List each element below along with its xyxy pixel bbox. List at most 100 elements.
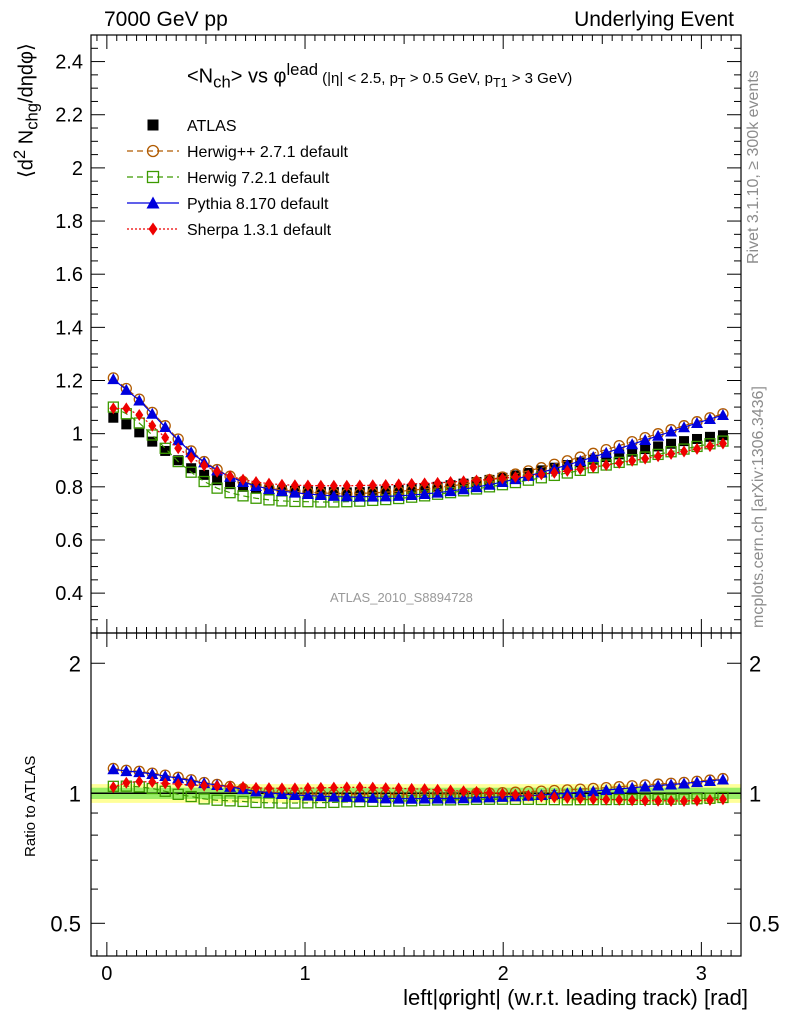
series-line bbox=[112, 377, 724, 495]
data-point bbox=[613, 782, 626, 794]
data-point bbox=[290, 479, 299, 492]
data-point bbox=[226, 470, 235, 483]
data-point bbox=[327, 489, 340, 501]
data-point bbox=[146, 196, 160, 209]
data-point bbox=[108, 412, 119, 423]
data-point bbox=[587, 451, 600, 463]
data-point bbox=[392, 792, 405, 804]
data-point bbox=[667, 447, 676, 460]
y-tick-label: 0.4 bbox=[55, 583, 83, 605]
data-point bbox=[680, 445, 689, 458]
header-left: 7000 GeV pp bbox=[104, 8, 228, 31]
data-point bbox=[589, 461, 598, 474]
data-point bbox=[379, 490, 392, 502]
legend-label: Herwig++ 2.7.1 default bbox=[187, 144, 349, 161]
data-point bbox=[288, 486, 301, 498]
data-point bbox=[237, 490, 249, 502]
legend-label: Sherpa 1.3.1 default bbox=[187, 222, 332, 239]
data-point bbox=[446, 784, 455, 797]
data-point bbox=[718, 793, 727, 806]
data-point bbox=[705, 794, 714, 807]
data-point bbox=[704, 431, 715, 442]
data-point bbox=[148, 419, 157, 432]
y-tick-label: 2 bbox=[72, 158, 83, 180]
data-point bbox=[316, 479, 325, 492]
data-point bbox=[679, 436, 690, 447]
ratio-y-tick-label-right: 2 bbox=[749, 651, 761, 676]
data-point bbox=[550, 466, 559, 479]
data-point bbox=[628, 454, 637, 467]
data-point bbox=[172, 455, 184, 468]
data-point bbox=[654, 450, 663, 463]
data-point bbox=[226, 780, 235, 793]
data-point bbox=[626, 781, 639, 793]
data-point bbox=[211, 794, 223, 806]
y-tick-label: 1.8 bbox=[55, 211, 83, 233]
data-point bbox=[340, 490, 353, 502]
data-point bbox=[133, 394, 146, 406]
data-point bbox=[200, 779, 209, 792]
data-point bbox=[148, 222, 158, 236]
data-point bbox=[641, 794, 650, 807]
data-point bbox=[224, 795, 236, 807]
data-point bbox=[405, 792, 418, 804]
data-point bbox=[407, 782, 416, 795]
ratio-y-tick-label-right: 1 bbox=[749, 781, 761, 806]
data-point bbox=[368, 479, 377, 492]
data-point bbox=[185, 466, 197, 478]
data-point bbox=[148, 776, 157, 789]
data-point bbox=[303, 479, 312, 492]
data-point bbox=[574, 455, 587, 467]
chart-title: <Nch> vs φlead (|η| < 2.5, pT > 0.5 GeV,… bbox=[187, 60, 573, 92]
data-point bbox=[602, 793, 611, 806]
data-point bbox=[680, 794, 689, 807]
ratio-y-tick-label-right: 0.5 bbox=[749, 911, 780, 936]
data-point bbox=[654, 794, 663, 807]
x-axis-label: left|φright| (w.r.t. leading track) [rad… bbox=[403, 985, 748, 1010]
data-point bbox=[433, 476, 442, 489]
data-point bbox=[653, 441, 664, 452]
y-tick-label: 1.4 bbox=[55, 317, 83, 339]
data-point bbox=[109, 781, 118, 794]
data-point bbox=[640, 444, 651, 455]
rivet-label: Rivet 3.1.10, ≥ 300k events bbox=[745, 70, 762, 264]
data-point bbox=[446, 476, 455, 489]
data-point bbox=[589, 793, 598, 806]
x-tick-label: 0 bbox=[101, 963, 112, 985]
data-point bbox=[250, 796, 262, 809]
data-point bbox=[550, 791, 559, 804]
data-point bbox=[485, 786, 494, 799]
data-point bbox=[314, 790, 327, 802]
data-point bbox=[587, 785, 600, 797]
data-point bbox=[628, 794, 637, 807]
data-point bbox=[718, 437, 727, 450]
data-point bbox=[199, 469, 210, 480]
data-point bbox=[146, 767, 159, 779]
data-point bbox=[418, 487, 431, 499]
data-point bbox=[159, 770, 172, 782]
data-point bbox=[133, 766, 146, 778]
data-point bbox=[498, 787, 507, 800]
y-tick-label: 2.2 bbox=[55, 105, 83, 127]
data-point bbox=[418, 792, 431, 804]
data-point bbox=[511, 788, 520, 801]
data-point bbox=[692, 433, 703, 444]
data-point bbox=[135, 775, 144, 788]
data-point bbox=[394, 478, 403, 491]
data-point bbox=[459, 475, 468, 488]
data-point bbox=[717, 430, 728, 441]
legend-entry: ATLAS bbox=[147, 118, 237, 135]
data-point bbox=[277, 478, 286, 491]
data-point bbox=[457, 792, 470, 804]
data-point bbox=[381, 782, 390, 795]
data-point bbox=[407, 477, 416, 490]
data-point bbox=[314, 489, 327, 501]
data-point bbox=[159, 421, 172, 433]
data-point bbox=[161, 431, 170, 444]
data-point bbox=[327, 790, 340, 802]
data-point bbox=[524, 789, 533, 802]
data-point bbox=[431, 792, 444, 804]
ratio-series-line bbox=[113, 785, 723, 804]
y-tick-label: 0.6 bbox=[55, 530, 83, 552]
data-point bbox=[187, 451, 196, 464]
